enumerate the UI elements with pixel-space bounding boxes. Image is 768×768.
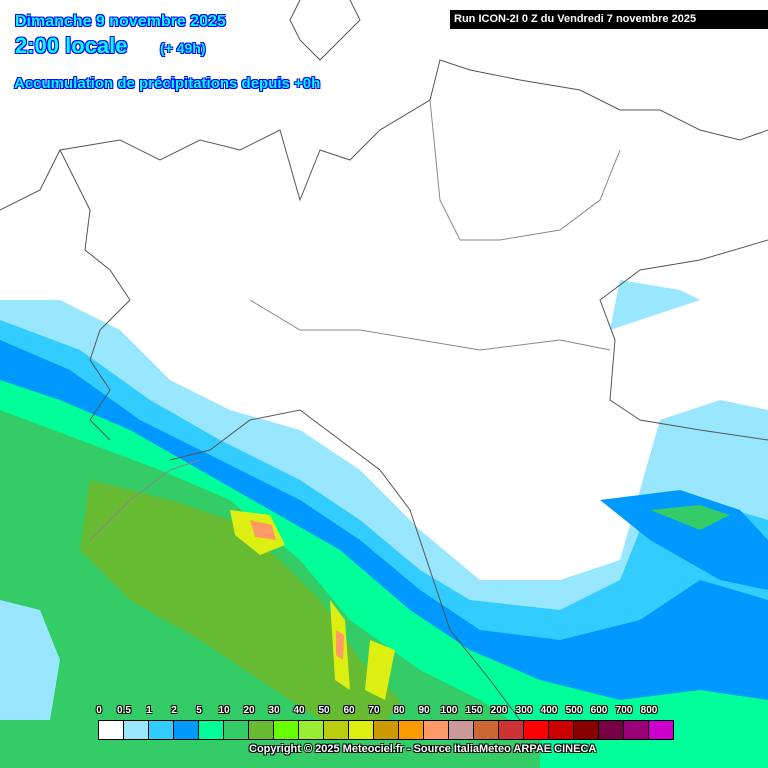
coastline [599, 239, 768, 441]
legend-label: 300 [515, 705, 533, 716]
precip-zone-northeast [610, 280, 700, 330]
legend-label: 700 [615, 705, 633, 716]
region-border [249, 299, 611, 351]
legend-label: 400 [540, 705, 558, 716]
legend-swatch [249, 721, 274, 739]
legend-label: 5 [196, 705, 202, 716]
country-border [0, 59, 768, 211]
country-border [289, 0, 361, 61]
legend-label: 20 [243, 705, 255, 716]
product-title: Accumulation de précipitations depuis +0… [14, 75, 321, 92]
legend-label: 200 [490, 705, 508, 716]
run-info: Run ICON-2I 0 Z du Vendredi 7 novembre 2… [450, 10, 768, 29]
legend-label: 0.5 [117, 705, 131, 716]
legend-label: 50 [318, 705, 330, 716]
legend-swatch [524, 721, 549, 739]
precip-zone-west-light [0, 600, 60, 720]
legend-swatch [149, 721, 174, 739]
legend-swatch [274, 721, 299, 739]
legend-swatch [424, 721, 449, 739]
precip-zone-yellow [230, 510, 395, 700]
precip-zone-east-teal [650, 505, 730, 530]
legend-swatch [474, 721, 499, 739]
legend-label: 10 [218, 705, 230, 716]
legend-label: 600 [590, 705, 608, 716]
legend-swatch [649, 721, 673, 739]
legend-swatch [324, 721, 349, 739]
forecast-offset: (+ 49h) [160, 40, 206, 56]
legend-label: 150 [465, 705, 483, 716]
precip-zone-lightgreen [80, 480, 400, 730]
legend-swatch [349, 721, 374, 739]
legend-swatch [374, 721, 399, 739]
legend-label: 500 [565, 705, 583, 716]
legend-label: 0 [96, 705, 102, 716]
legend-swatch [299, 721, 324, 739]
legend-swatch [174, 721, 199, 739]
forecast-time: 2:00 locale [15, 33, 128, 58]
legend-swatch [599, 721, 624, 739]
legend-swatch [399, 721, 424, 739]
country-border [59, 149, 131, 441]
legend-label: 2 [171, 705, 177, 716]
legend-labels: 0 0.5 1 2 5 10 20 30 40 50 60 70 80 90 100 150 200 300 400… [0, 705, 768, 719]
legend-label: 80 [393, 705, 405, 716]
region-border [429, 99, 621, 241]
legend-swatch [124, 721, 149, 739]
color-legend [98, 720, 674, 740]
precip-zone-orange [250, 520, 344, 660]
legend-swatch [499, 721, 524, 739]
legend-swatch [449, 721, 474, 739]
legend-swatch [199, 721, 224, 739]
legend-label: 30 [268, 705, 280, 716]
borders [0, 0, 768, 721]
coastline [169, 409, 521, 721]
legend-label: 70 [368, 705, 380, 716]
legend-label: 60 [343, 705, 355, 716]
legend-label: 100 [440, 705, 458, 716]
region-border [89, 459, 201, 541]
copyright: Copyright © 2025 Meteociel.fr - Source I… [249, 743, 597, 755]
legend-label: 90 [418, 705, 430, 716]
legend-label: 1 [146, 705, 152, 716]
legend-swatch [224, 721, 249, 739]
legend-label: 800 [640, 705, 658, 716]
precip-field [0, 280, 768, 768]
legend-swatch [574, 721, 599, 739]
legend-swatch [99, 721, 124, 739]
legend-swatch [549, 721, 574, 739]
legend-label: 40 [293, 705, 305, 716]
forecast-date: Dimanche 9 novembre 2025 [15, 13, 226, 30]
legend-swatch [624, 721, 649, 739]
